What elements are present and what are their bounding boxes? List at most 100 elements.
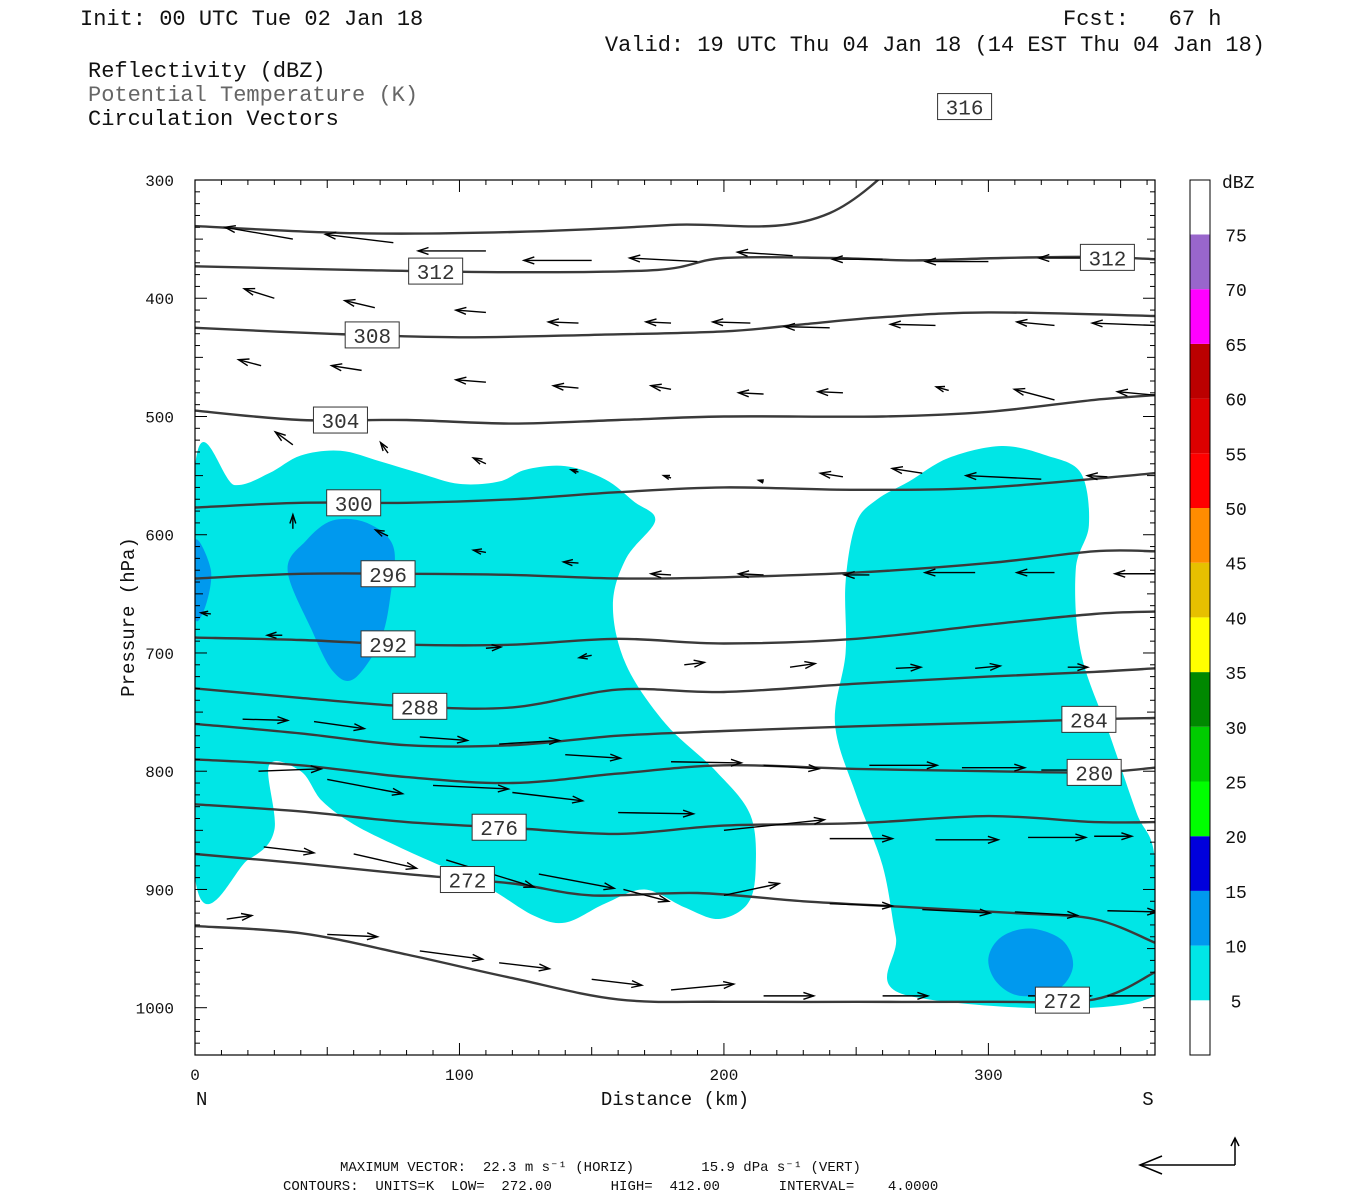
wind-vector-shaft [313,720,365,730]
isentrope-label-text: 272 [1044,992,1082,1015]
wind-vector [975,662,1003,672]
wind-vector [895,663,924,672]
field-reflectivity: Reflectivity (dBZ) [88,59,326,84]
wind-vector [512,791,585,804]
wind-vector [763,991,817,1000]
wind-vector [591,978,645,989]
wind-vector [789,660,818,670]
wind-vector [1014,318,1055,327]
wind-vector [829,901,895,910]
wind-vector-head [813,816,827,825]
wind-vector [623,888,671,903]
isentrope-label-box [1034,986,1090,1014]
isentrope-label-308: 308 [344,321,400,350]
wind-vector [763,764,822,773]
wind-vector-head [329,363,343,372]
wind-vector [627,254,698,263]
wind-vector-head [310,765,324,774]
isentrope-308 [195,311,1155,339]
wind-vector-head [1077,663,1091,672]
isentrope-label-box [312,406,368,434]
wind-vector [648,570,672,579]
wind-vector [453,376,486,385]
wind-vector-head [736,389,750,398]
wind-vector-head [548,736,562,746]
wind-vector-head [888,320,902,329]
isentrope-label-box [1079,243,1135,271]
wind-vector-shaft [419,736,468,742]
x-tick-label: 200 [710,1067,739,1085]
wind-vector-head [648,383,662,392]
x-axis-title: Distance (km) [601,1089,749,1111]
wind-vector [671,758,744,767]
wind-vector [1107,995,1155,997]
wind-vector-head [768,881,782,890]
wind-vector-shaft [671,761,742,764]
isentrope-296 [195,549,1155,580]
wind-vector-shaft [485,646,502,649]
isentrope-label-text: 288 [401,698,439,721]
wind-vector-head [923,257,937,266]
wind-vector-shaft [1014,388,1055,401]
wind-vector-head [236,358,250,367]
wind-vector [830,255,883,264]
y-axis-title: Pressure (hPa) [118,537,140,697]
isentrope-layer [195,180,1155,1004]
wind-vector-shaft [238,359,262,367]
wind-vector-head [576,652,588,660]
isentrope-label-text: 312 [417,263,455,286]
wind-vector [568,468,579,475]
wind-vector-head [415,246,429,256]
wind-vector-head [979,908,993,917]
wind-vector-shaft [419,950,483,960]
wind-vector-shaft [344,299,375,309]
wind-vector-shaft [738,392,764,395]
wind-vector [1112,569,1155,578]
wind-vector-layer [198,225,1155,1000]
wind-vector-head [710,318,724,327]
wind-vector-shaft [1092,322,1155,327]
colorbar-segment [1190,289,1210,344]
wind-vector [935,835,1001,844]
isentrope-312 [195,255,1155,274]
wind-vector-head [830,255,844,264]
wind-vector-shaft [892,467,923,474]
y-tick-label: 500 [145,409,174,427]
wind-vector-head [571,795,585,804]
wind-vector [1089,319,1155,328]
wind-vector [1012,387,1055,401]
x-axis-south-label: S [1142,1089,1153,1111]
isentrope-label-text: 292 [369,636,407,659]
wind-vector [499,736,562,746]
wind-vector [264,631,283,639]
colorbar-segment [1190,945,1210,1001]
wind-vector-head [661,474,671,480]
wind-vector [379,440,389,454]
wind-vector [922,568,976,577]
isentrope-label-text: 296 [369,566,407,589]
colorbar-frame [1189,179,1211,1056]
colorbar: 5 10 15 20 25 30 35 40 45 50 55 60 65 70 75 [1189,179,1247,1056]
wind-vector [1107,907,1155,916]
wind-vector-head [471,953,485,962]
colorbar-segment-below-5 [1190,1000,1210,1055]
y-tick-label: 1000 [136,1001,174,1019]
wind-vector [670,980,737,991]
wind-vector-head [1115,388,1129,397]
wind-vector [327,778,405,796]
wind-vector-shaft [895,666,921,670]
wind-vector-head [264,631,277,639]
wind-vector [815,388,843,397]
isentrope-272 [195,924,1155,1004]
isentrope-284 [195,716,1155,748]
wind-vector [242,287,275,299]
isentrope-label-312: 312 [1079,243,1135,272]
colorbar-level-label: 5 [1231,993,1242,1013]
wind-vector [1014,910,1080,919]
colorbar-level-label: 65 [1225,337,1247,357]
colorbar-segment [1190,836,1210,891]
wind-vector-head [987,835,1001,844]
wind-vector [889,466,923,475]
wind-vector-shaft [723,818,825,832]
isentrope-288 [195,667,1155,710]
